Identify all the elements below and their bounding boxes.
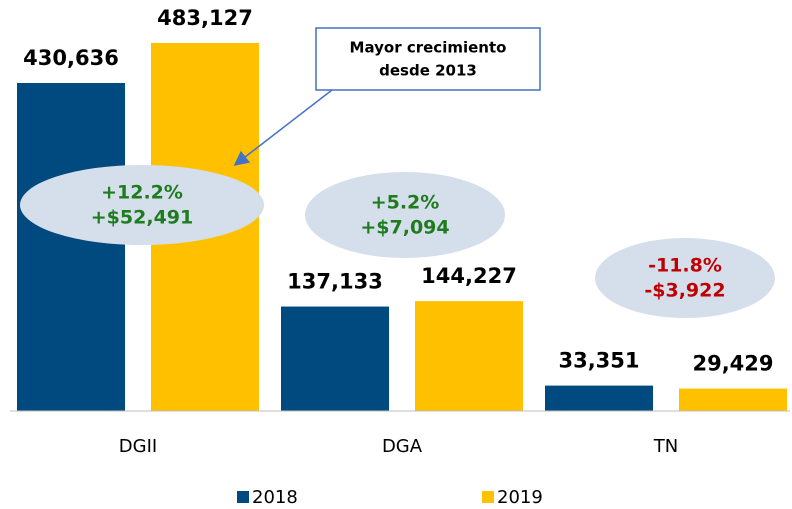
annotation-ellipse [20,165,264,245]
bar [545,385,653,411]
value-label: 483,127 [157,6,253,30]
legend-swatch [482,491,494,503]
value-label: 144,227 [421,264,517,288]
callout-text: desde 2013 [379,62,477,80]
callout-box [315,27,541,91]
legend-label: 2018 [252,487,298,508]
callout-arrow [233,89,333,166]
value-label: 33,351 [558,349,639,373]
bar [17,82,125,411]
annotation-text: +$7,094 [360,217,449,239]
annotation-text: +$52,491 [91,207,193,229]
bar [679,388,787,411]
x-tick-label: TN [653,436,678,457]
annotation-text: -11.8% [648,255,722,277]
annotation-text: +12.2% [101,182,183,204]
legend-label: 2019 [497,487,543,508]
x-tick-label: DGII [119,436,157,457]
value-label: 29,429 [692,352,773,376]
callout-text: Mayor crecimiento [350,39,507,57]
value-label: 137,133 [287,270,383,294]
x-tick-label: DGA [382,436,423,457]
bar [281,306,389,411]
annotation-ellipse [305,172,505,258]
bar [415,301,523,411]
annotation-text: +5.2% [371,192,440,214]
legend-swatch [237,491,249,503]
value-label: 430,636 [23,46,119,70]
annotation-ellipse [595,238,775,318]
annotation-text: -$3,922 [644,280,725,302]
